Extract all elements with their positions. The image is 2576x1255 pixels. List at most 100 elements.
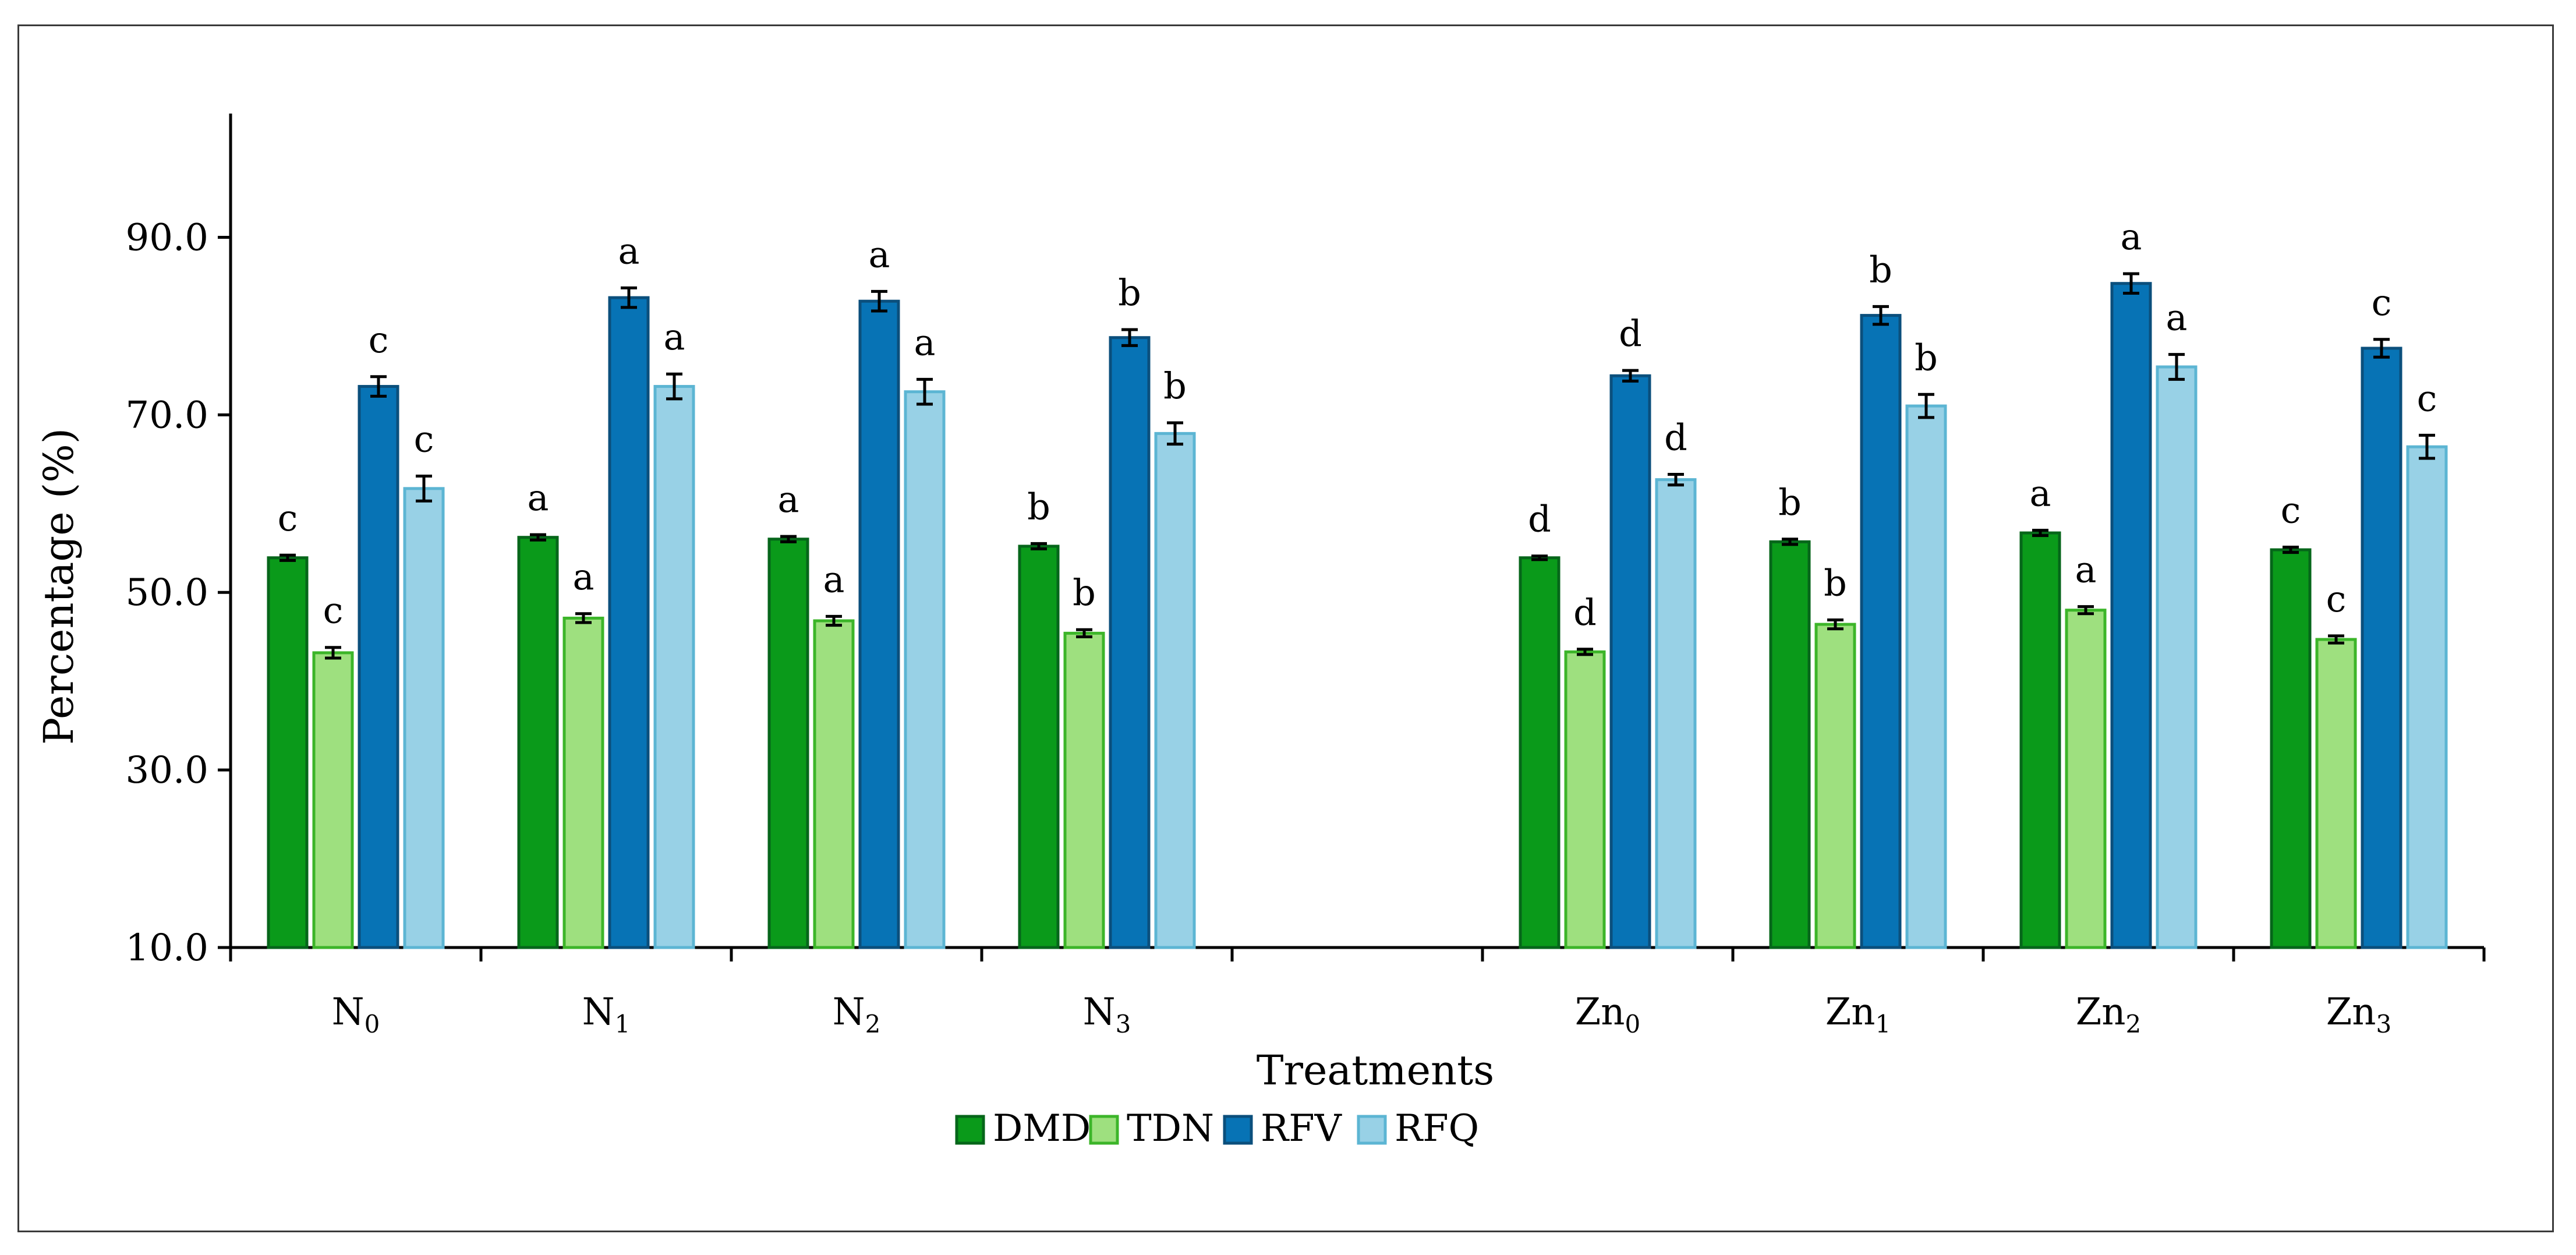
error-bar <box>1622 369 1639 383</box>
bar-tdn <box>312 651 354 949</box>
bar-tdn <box>1564 650 1606 949</box>
x-tick-label: N1 <box>582 991 631 1038</box>
significance-letter: b <box>1778 481 1802 524</box>
error-bar <box>1668 472 1684 487</box>
x-tick-label: N0 <box>332 991 380 1038</box>
significance-letter: a <box>869 233 890 275</box>
legend-label-rfv: RFV <box>1261 1107 1343 1150</box>
error-bar <box>1167 421 1183 446</box>
legend: DMD TDN RFV RFQ <box>955 1107 1479 1150</box>
error-bar <box>2032 529 2048 538</box>
error-bar <box>1782 538 1798 546</box>
significance-letter: a <box>2166 296 2188 339</box>
significance-letter: c <box>369 319 389 361</box>
significance-letter: c <box>278 497 298 539</box>
bar-rfv <box>2361 347 2402 949</box>
error-bar <box>1873 305 1889 326</box>
bar-rfq <box>1154 432 1196 949</box>
bar-rfv <box>1609 374 1651 949</box>
significance-letter: b <box>1118 271 1141 314</box>
legend-label-dmd: DMD <box>993 1107 1091 1150</box>
significance-letter: b <box>1869 248 1892 291</box>
error-bar <box>2283 545 2299 554</box>
error-bar <box>826 614 842 627</box>
y-tick-label: 30.0 <box>126 749 209 792</box>
significance-letter: c <box>323 589 344 632</box>
error-bar <box>1121 328 1138 347</box>
error-bar <box>2168 353 2185 381</box>
bar-rfv <box>858 299 900 949</box>
x-tick-label: Zn3 <box>2326 991 2391 1038</box>
significance-letter: c <box>2326 578 2347 620</box>
y-tick-label: 10.0 <box>126 927 209 970</box>
bar-dmd <box>1769 540 1811 949</box>
significance-letter: c <box>2417 377 2437 419</box>
significance-letter: b <box>1073 571 1096 614</box>
significance-letter: a <box>914 321 936 363</box>
plot-area: 10.0 30.0 50.0 70.0 90.0 N0 N1 N2 N3 Zn0 Zn1 Zn2 Zn3… <box>126 114 2486 1038</box>
x-tick-label: Zn2 <box>2076 991 2141 1038</box>
error-bar <box>2419 433 2435 460</box>
error-bar <box>1827 618 1843 631</box>
y-tick-label: 70.0 <box>126 394 209 437</box>
bar-dmd <box>2270 548 2312 949</box>
legend-swatch-tdn <box>1089 1115 1119 1145</box>
y-tick-label: 50.0 <box>126 571 209 614</box>
significance-letter: a <box>618 229 640 272</box>
significance-letter: d <box>1528 498 1551 540</box>
bar-rfq <box>1655 478 1697 949</box>
significance-letter: c <box>414 418 434 461</box>
legend-label-rfq: RFQ <box>1395 1107 1479 1150</box>
bar-dmd <box>1519 556 1561 949</box>
significance-letter: a <box>664 316 685 358</box>
significance-letter: d <box>1619 312 1642 355</box>
bar-rfv <box>2110 282 2152 949</box>
bar-tdn <box>813 619 855 949</box>
bar-rfq <box>904 390 946 949</box>
error-bar <box>416 475 432 503</box>
significance-letter: a <box>2075 549 2097 591</box>
bar-rfv <box>358 385 399 949</box>
bar-tdn <box>562 616 604 949</box>
error-bar <box>666 372 682 401</box>
legend-swatch-dmd <box>955 1115 985 1145</box>
error-bar <box>575 612 592 624</box>
error-bar <box>1076 628 1092 638</box>
significance-letter: a <box>2030 472 2051 515</box>
significance-letter: d <box>1664 416 1687 458</box>
significance-letter: a <box>823 558 845 600</box>
bar-rfv <box>608 296 650 949</box>
x-tick-label: Zn1 <box>1825 991 1891 1038</box>
x-tick-label: N3 <box>1083 991 1131 1038</box>
bar-tdn <box>1063 631 1105 949</box>
bar-tdn <box>2315 638 2357 949</box>
bar-rfv <box>1860 314 1902 949</box>
y-axis-label: Percentage (%) <box>35 428 83 745</box>
error-bar <box>621 286 637 309</box>
bar-dmd <box>517 536 559 949</box>
bar-dmd <box>767 538 809 949</box>
significance-letter: a <box>573 556 595 598</box>
significance-letter: b <box>1027 485 1050 528</box>
error-bar <box>325 646 341 660</box>
x-axis-label: Treatments <box>1257 1047 1494 1094</box>
chart-frame: 10.0 30.0 50.0 70.0 90.0 N0 N1 N2 N3 Zn0 Zn1 Zn2 Zn3… <box>17 24 2554 1232</box>
bar-chart: 10.0 30.0 50.0 70.0 90.0 N0 N1 N2 N3 Zn0 Zn1 Zn2 Zn3… <box>35 114 2486 1150</box>
legend-swatch-rfq <box>1357 1115 1387 1145</box>
error-bar <box>530 533 546 542</box>
bar-tdn <box>2065 609 2107 949</box>
bar-dmd <box>2019 531 2061 949</box>
x-tick-label: N2 <box>833 991 881 1038</box>
significance-letter: c <box>2281 489 2301 531</box>
bar-rfq <box>1905 404 1947 949</box>
bar-rfv <box>1109 336 1151 949</box>
significance-letter: d <box>1573 591 1597 634</box>
error-bar <box>1577 648 1593 656</box>
significance-letter: b <box>1824 561 1847 604</box>
significance-letter: b <box>1915 336 1938 379</box>
error-bar <box>2328 634 2344 645</box>
error-bar <box>2123 272 2139 295</box>
error-bar <box>917 377 933 406</box>
error-bar <box>2373 338 2390 359</box>
bar-rfq <box>653 385 695 949</box>
